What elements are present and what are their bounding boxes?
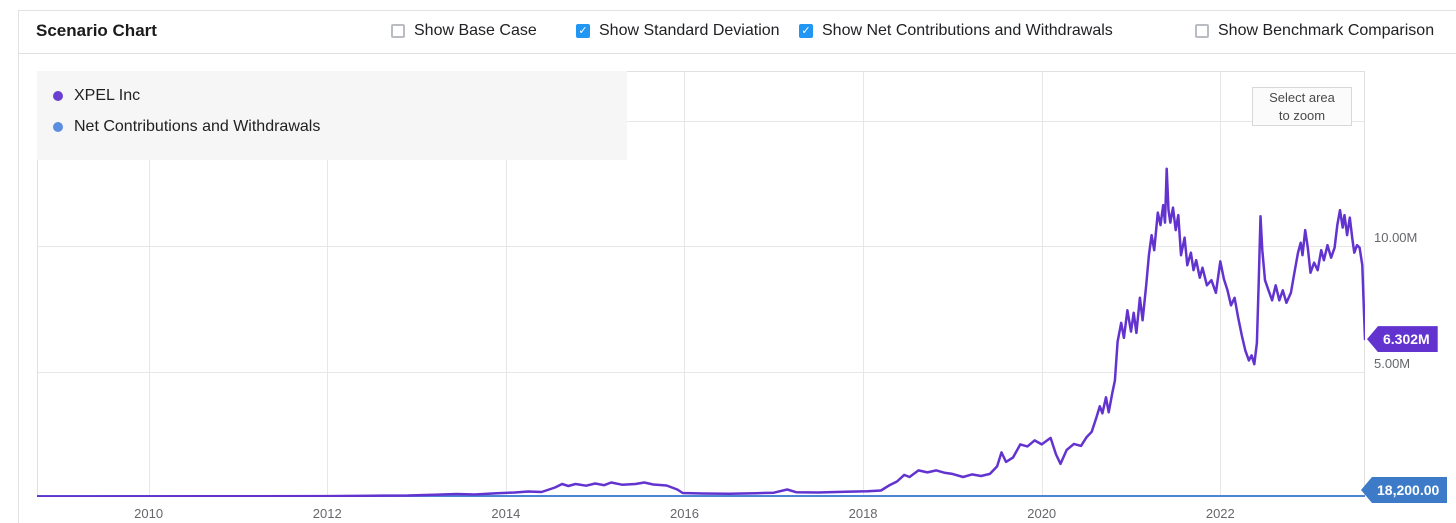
checkbox-show-benchmark-comparison[interactable]: ✓ Show Benchmark Comparison [1195, 17, 1434, 45]
legend-label: XPEL Inc [74, 86, 141, 104]
x-axis-tick-label: 2020 [1027, 506, 1057, 521]
chart-legend: XPEL Inc Net Contributions and Withdrawa… [37, 71, 627, 160]
series-line-xpel-inc [37, 167, 1365, 497]
checkmark-icon: ✓ [578, 24, 588, 37]
checkbox-show-standard-deviation[interactable]: ✓ Show Standard Deviation [576, 17, 780, 45]
checkbox-show-base-case[interactable]: ✓ Show Base Case [391, 17, 537, 45]
zoom-hint-line1: Select area [1269, 89, 1335, 105]
zoom-hint-line2: to zoom [1278, 107, 1326, 123]
checkbox-icon[interactable]: ✓ [799, 24, 813, 38]
checkbox-label: Show Standard Deviation [599, 22, 780, 39]
x-axis-tick-label: 2016 [670, 506, 699, 521]
select-area-to-zoom-button[interactable]: Select area to zoom [1252, 87, 1352, 126]
series-dot-icon [53, 121, 63, 132]
checkbox-icon[interactable]: ✓ [1195, 24, 1209, 38]
checkbox-icon[interactable]: ✓ [391, 24, 405, 38]
legend-item-xpel[interactable]: XPEL Inc [53, 80, 627, 111]
x-axis-tick-label: 2014 [491, 506, 521, 521]
y-axis-tick-label: 10.00M [1374, 230, 1418, 246]
y-axis-tick-label: 5.00M [1374, 355, 1411, 371]
checkbox-label: Show Base Case [414, 22, 537, 39]
header-divider [18, 53, 1456, 54]
x-axis-tick-label: 2010 [134, 506, 164, 521]
series-value-badge: 6.302M [1367, 326, 1438, 353]
x-axis-tick-label: 2018 [848, 506, 878, 521]
series-dot-icon [53, 90, 63, 101]
checkbox-icon[interactable]: ✓ [576, 24, 590, 38]
page-title: Scenario Chart [36, 21, 157, 40]
legend-item-net-contributions[interactable]: Net Contributions and Withdrawals [53, 111, 627, 142]
checkbox-label: Show Net Contributions and Withdrawals [822, 22, 1113, 39]
checkbox-show-net-contributions[interactable]: ✓ Show Net Contributions and Withdrawals [799, 17, 1113, 45]
series-value-badge: 18,200.00 [1361, 477, 1448, 504]
x-axis-tick-label: 2012 [312, 506, 342, 521]
checkmark-icon: ✓ [801, 24, 811, 37]
x-axis-tick-label: 2022 [1205, 506, 1235, 521]
legend-label: Net Contributions and Withdrawals [74, 117, 321, 135]
checkbox-label: Show Benchmark Comparison [1218, 22, 1435, 39]
